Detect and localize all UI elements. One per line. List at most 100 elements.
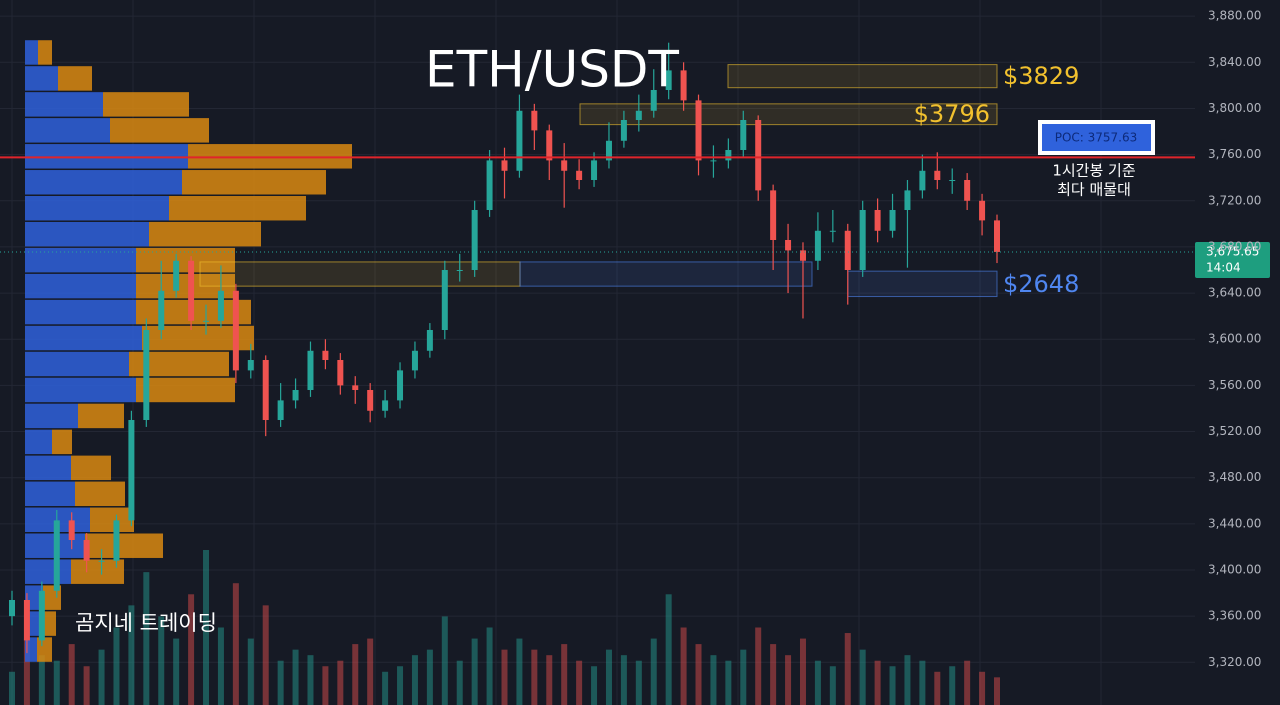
candle-body	[904, 190, 911, 210]
candle-body	[859, 210, 866, 270]
candle-body	[665, 70, 672, 90]
candle-body	[441, 270, 448, 330]
y-tick-label: 3,720.00	[1208, 193, 1261, 207]
candle-body	[680, 70, 687, 101]
zone-box	[847, 270, 998, 298]
note: 최다 매물대	[1057, 181, 1131, 199]
candle-body	[113, 520, 120, 561]
zone-box	[579, 103, 998, 126]
volume-bar	[650, 638, 657, 705]
candle-body	[98, 560, 105, 562]
profile-sell	[52, 429, 72, 455]
profile-buy	[25, 429, 52, 455]
y-tick-label: 3,600.00	[1208, 332, 1261, 346]
candle-body	[725, 150, 732, 161]
candle-body	[173, 260, 180, 291]
candle-body	[203, 320, 210, 322]
volume-bar	[934, 671, 941, 705]
profile-buy	[25, 403, 78, 429]
profile-buy	[25, 273, 136, 299]
candle-body	[382, 400, 389, 411]
volume-bar	[979, 671, 986, 705]
volume-bar	[232, 583, 239, 705]
volume-bar	[217, 627, 224, 705]
candle-body	[337, 360, 344, 386]
volume-bar	[740, 649, 747, 705]
volume-bar	[247, 638, 254, 705]
volume-bar	[695, 644, 702, 705]
profile-sell	[182, 170, 326, 195]
profile-buy	[25, 455, 71, 481]
profile-sell	[71, 455, 111, 481]
candle-body	[277, 400, 284, 420]
y-tick-label: 3,640.00	[1208, 286, 1261, 300]
volume-bar	[814, 660, 821, 705]
profile-sell	[90, 507, 134, 532]
y-tick-label: 3,320.00	[1208, 655, 1261, 669]
candle-body	[83, 540, 90, 561]
candle-body	[994, 220, 1000, 252]
profile-buy	[25, 637, 37, 662]
volume-bar	[620, 655, 627, 705]
volume-bar	[38, 655, 45, 705]
y-tick-label: 3,560.00	[1208, 378, 1261, 392]
profile-buy	[25, 221, 149, 247]
volume-bar	[337, 660, 344, 705]
candle-body	[53, 520, 60, 591]
profile-sell	[38, 40, 52, 65]
volume-bar	[53, 660, 60, 705]
y-tick-label: 3,400.00	[1208, 563, 1261, 577]
volume-bar	[9, 671, 15, 705]
volume-bar	[964, 660, 971, 705]
last-price-label: 3,675.65	[1206, 244, 1259, 258]
volume-bar	[680, 627, 687, 705]
volume-bar	[98, 649, 105, 705]
volume-bar	[785, 655, 792, 705]
volume-bar	[23, 638, 30, 705]
volume-bar	[143, 572, 150, 705]
volume-bar	[859, 649, 866, 705]
volume-bar	[486, 627, 493, 705]
volume-bar	[755, 627, 762, 705]
candle-body	[979, 200, 986, 221]
volume-bar	[546, 655, 553, 705]
chart-title: ETH/USDT	[425, 41, 679, 99]
candle-body	[247, 360, 254, 371]
volume-bar	[561, 644, 568, 705]
volume-bar	[949, 666, 956, 705]
candle-body	[949, 180, 956, 181]
volume-bar	[397, 666, 404, 705]
volume-bar	[188, 594, 195, 705]
candle-body	[695, 100, 702, 161]
zone-box	[199, 261, 521, 287]
candle-body	[710, 160, 717, 162]
y-tick-label: 3,360.00	[1208, 609, 1261, 623]
poc-box	[1042, 124, 1151, 151]
profile-sell	[103, 92, 189, 117]
volume-bar	[83, 666, 90, 705]
watermark: 곰지네 트레이딩	[75, 611, 217, 635]
candle-body	[889, 210, 896, 231]
volume-bar	[456, 660, 463, 705]
volume-bar	[576, 660, 583, 705]
candle-body	[620, 120, 627, 141]
candle-body	[68, 520, 75, 540]
volume-bar	[203, 550, 210, 705]
candle-body	[605, 140, 612, 161]
volume-bar	[68, 644, 75, 705]
candle-body	[411, 350, 418, 371]
y-tick-label: 3,520.00	[1208, 424, 1261, 438]
volume-bar	[128, 605, 135, 705]
candle-body	[501, 160, 508, 171]
volume-bar	[158, 616, 165, 705]
candle-body	[307, 350, 314, 390]
candle-body	[814, 230, 821, 261]
candle-body	[934, 170, 941, 180]
volume-bar	[605, 649, 612, 705]
candle-body	[456, 270, 463, 271]
candle-body	[516, 110, 523, 171]
volume-bar	[829, 666, 836, 705]
candle-body	[9, 600, 15, 617]
candle-body	[367, 390, 374, 411]
candle-body	[38, 590, 45, 641]
